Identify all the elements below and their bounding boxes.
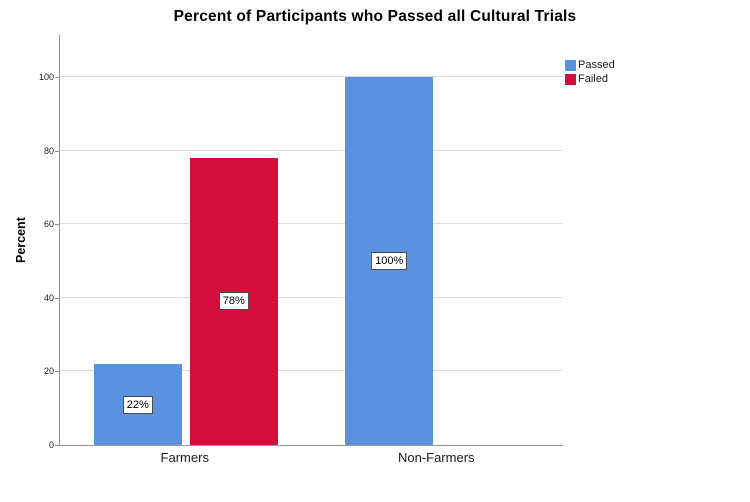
legend-swatch-passed-icon	[565, 60, 576, 72]
x-category-label: Non-Farmers	[397, 450, 475, 465]
legend-label: Passed	[578, 59, 615, 72]
gridline	[60, 149, 563, 151]
gridline	[60, 76, 563, 77]
bar-value-label: 100%	[371, 252, 408, 270]
legend-item-failed: Failed	[565, 73, 615, 87]
legend: Passed Failed	[565, 59, 615, 86]
x-category-label: Farmers	[160, 450, 209, 465]
plot-area: 22% 78% 100%	[59, 35, 563, 446]
legend-item-passed: Passed	[565, 59, 615, 73]
bar-value-label: 22%	[122, 395, 153, 414]
gridline	[60, 370, 563, 372]
y-axis-title: Percent	[14, 217, 28, 263]
legend-swatch-failed-icon	[565, 73, 576, 85]
gridline	[60, 296, 563, 298]
bar-value-label: 78%	[218, 292, 249, 311]
legend-label: Failed	[578, 72, 608, 85]
gridline	[60, 223, 563, 225]
chart-title: Percent of Participants who Passed all C…	[173, 8, 577, 25]
